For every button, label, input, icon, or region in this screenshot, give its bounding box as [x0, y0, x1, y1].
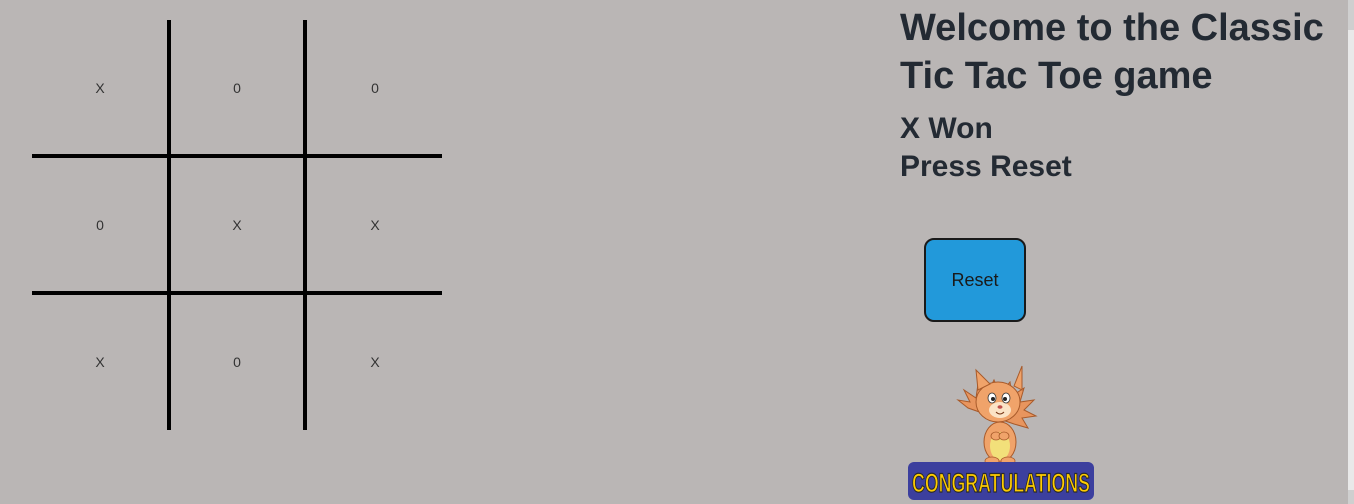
info-panel: Welcome to the Classic Tic Tac Toe game …: [900, 4, 1340, 500]
board-cell-1-1[interactable]: X: [232, 217, 242, 233]
cat-icon: [956, 365, 1038, 466]
page-title: Welcome to the Classic Tic Tac Toe game: [900, 7, 1324, 97]
game-status: X Won Press Reset: [900, 110, 1340, 186]
grid-line-vertical-2: [303, 20, 307, 430]
grid-line-horizontal-2: [32, 291, 442, 295]
board-cell-1-2[interactable]: X: [370, 217, 380, 233]
board-cell-0-1[interactable]: 0: [233, 80, 241, 96]
scrollbar-thumb[interactable]: [1348, 30, 1354, 490]
winner-text: X Won: [900, 112, 993, 145]
congratulations-text: CONGRATULATIONS: [912, 468, 1090, 498]
vertical-scrollbar[interactable]: [1348, 0, 1354, 504]
board-cell-2-1[interactable]: 0: [233, 354, 241, 370]
board-cell-0-2[interactable]: 0: [371, 80, 379, 96]
board-cell-0-0[interactable]: X: [95, 80, 105, 96]
congratulations-banner: [908, 462, 1094, 500]
instruction-text: Press Reset: [900, 150, 1072, 183]
board-cell-2-0[interactable]: X: [95, 354, 105, 370]
congratulations-cat-image: CONGRATULATIONS: [908, 365, 1094, 500]
board-cell-2-2[interactable]: X: [370, 354, 380, 370]
tic-tac-toe-board: X 0 0 0 X X X 0 X: [32, 20, 442, 430]
reset-button[interactable]: Reset: [924, 238, 1026, 322]
grid-line-vertical-1: [167, 20, 171, 430]
board-cell-1-0[interactable]: 0: [96, 217, 104, 233]
grid-line-horizontal-1: [32, 154, 442, 158]
